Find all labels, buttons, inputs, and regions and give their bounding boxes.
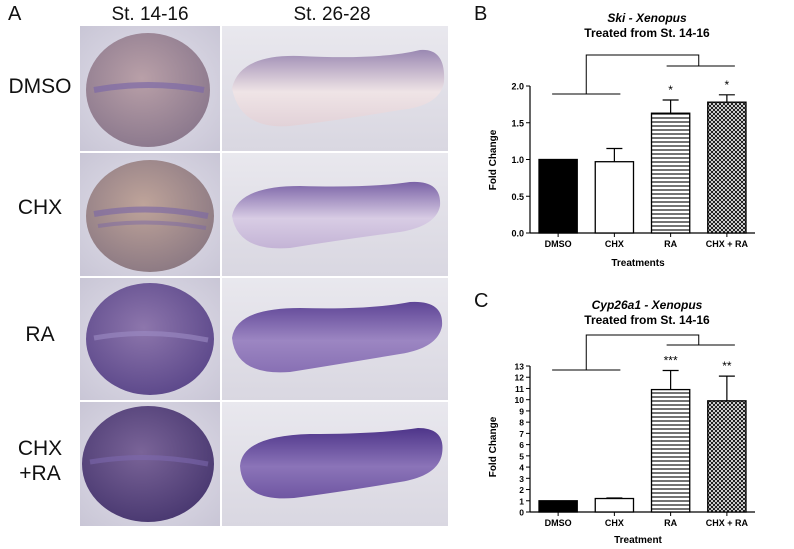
y-tick-label: 0.5 xyxy=(511,192,524,202)
comparison-bracket xyxy=(552,54,735,95)
y-axis-label: Fold Change xyxy=(488,129,499,190)
y-axis-label: Fold Change xyxy=(488,416,499,477)
y-tick-label: 6 xyxy=(519,440,524,450)
x-axis-label: Treatments xyxy=(611,258,665,269)
row-label-line: RA xyxy=(25,323,55,346)
y-tick-label: 12 xyxy=(515,373,525,383)
y-tick-label: 1.5 xyxy=(511,118,524,128)
y-tick-label: 10 xyxy=(515,395,525,405)
bar-chx xyxy=(594,497,635,513)
chart-title: Ski - Xenopus xyxy=(607,11,687,25)
row-label-dmso: DMSO xyxy=(0,74,80,99)
x-tick-label: RA xyxy=(664,239,677,249)
x-tick-label: CHX xyxy=(605,518,624,528)
row-label-ra: RA xyxy=(0,322,80,347)
panel-a-letter: A xyxy=(8,3,22,25)
y-tick-label: 2 xyxy=(519,485,524,495)
y-tick-label: 13 xyxy=(515,362,525,372)
x-tick-label: DMSO xyxy=(545,239,572,249)
row-label-line: +RA xyxy=(19,462,61,485)
chart-subtitle: Treated from St. 14-16 xyxy=(584,313,710,327)
y-tick-label: 5 xyxy=(519,451,524,461)
row-label-line: CHX xyxy=(17,437,63,460)
bar-ra xyxy=(650,112,691,234)
bar-chx-ra xyxy=(707,101,747,234)
bar-ra xyxy=(650,388,691,513)
chart-title: Cyp26a1 - Xenopus xyxy=(592,298,703,312)
ski-bar-chart: Ski - Xenopus Treated from St. 14-16 Fol… xyxy=(488,11,755,269)
row-label-line: DMSO xyxy=(8,75,72,98)
bar-dmso xyxy=(538,500,578,513)
y-tick-label: 0 xyxy=(519,508,524,518)
y-tick-label: 8 xyxy=(519,418,524,428)
x-axis-label: Treatment xyxy=(614,535,662,546)
significance-marker: * xyxy=(725,78,730,92)
x-tick-label: CHX xyxy=(605,239,624,249)
y-tick-label: 9 xyxy=(519,406,524,416)
chart-subtitle: Treated from St. 14-16 xyxy=(584,26,710,40)
significance-marker: * xyxy=(668,83,673,97)
y-tick-label: 2.0 xyxy=(511,82,524,92)
x-tick-label: DMSO xyxy=(545,518,572,528)
bar-dmso xyxy=(538,158,578,234)
row-label-chx-ra: CHX +RA xyxy=(0,436,80,486)
row-label-chx: CHX xyxy=(0,195,80,220)
column-header-early: St. 14-16 xyxy=(111,4,189,25)
y-tick-label: 1.0 xyxy=(511,155,524,165)
x-tick-label: RA xyxy=(664,518,677,528)
panel-b-letter: B xyxy=(474,3,488,25)
significance-marker: ** xyxy=(722,359,732,373)
y-tick-label: 0.0 xyxy=(511,229,524,239)
y-tick-label: 4 xyxy=(519,463,524,473)
row-label-line: CHX xyxy=(17,196,63,219)
embryo-photo-grid xyxy=(80,26,448,526)
y-tick-label: 7 xyxy=(519,429,524,439)
bar-chx xyxy=(594,161,635,234)
x-tick-label: CHX + RA xyxy=(706,518,749,528)
y-tick-label: 1 xyxy=(519,496,524,506)
y-tick-label: 11 xyxy=(515,384,524,394)
column-header-late: St. 26-28 xyxy=(293,4,371,25)
bar-chx-ra xyxy=(707,400,747,513)
panel-c-letter: C xyxy=(474,290,489,312)
x-tick-label: CHX + RA xyxy=(706,239,749,249)
cyp26a1-bar-chart: Cyp26a1 - Xenopus Treated from St. 14-16… xyxy=(488,298,755,546)
comparison-bracket xyxy=(552,334,735,371)
significance-marker: *** xyxy=(664,353,678,367)
y-tick-label: 3 xyxy=(519,474,524,484)
